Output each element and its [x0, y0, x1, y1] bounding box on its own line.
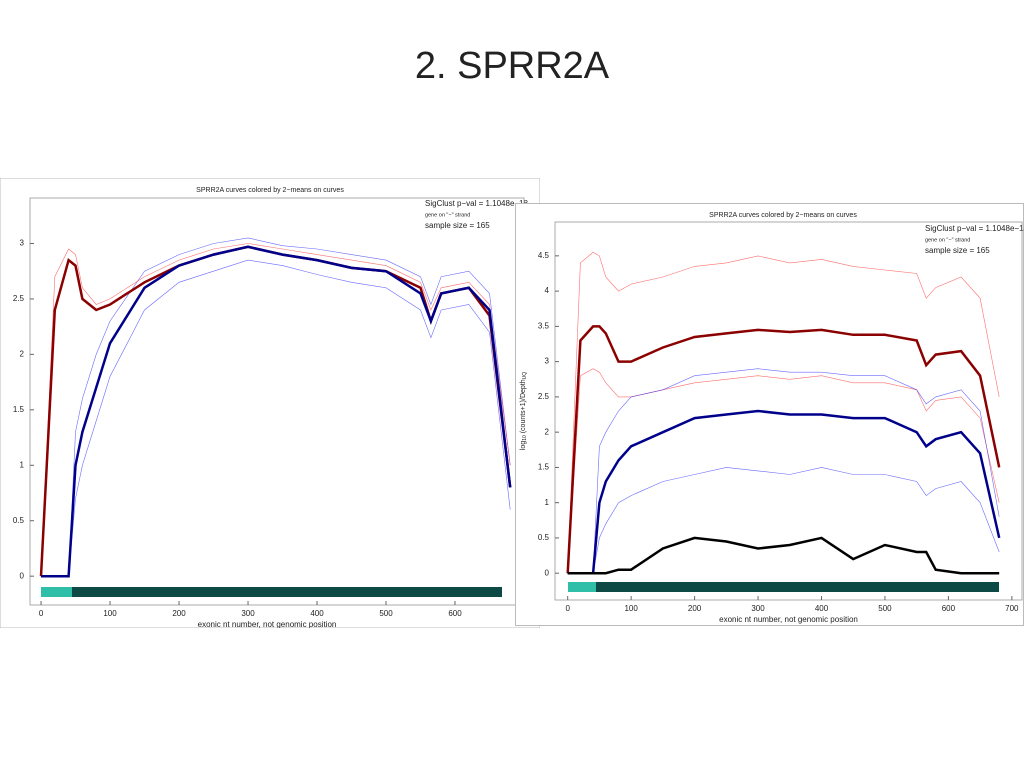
x-tick-label: 300 [241, 609, 255, 618]
panel [516, 204, 1024, 626]
x-axis-label: exonic nt number, not genomic position [719, 615, 858, 624]
y-label-sub: UQ [522, 372, 528, 380]
chart-title: SPRR2A curves colored by 2−means on curv… [196, 187, 344, 194]
panel [0, 178, 540, 628]
x-tick-label: 200 [172, 609, 186, 618]
y-tick-label: 1 [20, 460, 25, 469]
y-tick-label: 4.5 [538, 251, 550, 260]
x-tick-label: 400 [310, 609, 324, 618]
y-tick-label: 0.5 [538, 533, 550, 542]
y-tick-label: 2 [545, 427, 550, 436]
x-tick-label: 600 [942, 604, 956, 613]
y-tick-label: 1.5 [538, 463, 550, 472]
annotation: SigClust p−val = 1.1048e−18 [425, 199, 529, 208]
x-tick-label: 200 [688, 604, 702, 613]
x-tick-label: 400 [815, 604, 829, 613]
y-tick-label: 1.5 [13, 405, 25, 414]
right-figure: SPRR2A curves colored by 2−means on curv… [516, 204, 1024, 626]
annotation: sample size = 165 [425, 221, 490, 230]
annotation: gene on "−" strand [425, 212, 470, 218]
x-tick-label: 500 [379, 609, 393, 618]
x-tick-label: 600 [448, 609, 462, 618]
slide-title: 2. SPRR2A [415, 45, 610, 87]
exon-bar [568, 582, 596, 592]
y-tick-label: 3 [20, 239, 25, 248]
x-tick-label: 0 [39, 609, 44, 618]
y-tick-label: 3.5 [538, 321, 550, 330]
y-tick-label: 4 [545, 286, 550, 295]
x-tick-label: 100 [103, 609, 117, 618]
y-tick-label: 2.5 [13, 294, 25, 303]
y-tick-label: 0.5 [13, 516, 25, 525]
chart-title: SPRR2A curves colored by 2−means on curv… [709, 212, 857, 219]
exon-bar [72, 587, 502, 597]
x-tick-label: 0 [565, 604, 570, 613]
y-label-part: log [520, 441, 527, 450]
y-tick-label: 2 [20, 349, 25, 358]
y-tick-label: 2.5 [538, 392, 550, 401]
annotation: sample size = 165 [925, 246, 990, 255]
annotation: gene on "−" strand [925, 237, 970, 243]
x-tick-label: 300 [751, 604, 765, 613]
y-label-part: (counts+1)/Depth [520, 379, 527, 435]
exon-bar [41, 587, 72, 597]
exon-bar [596, 582, 999, 592]
x-tick-label: 500 [878, 604, 892, 613]
annotation: SigClust p−val = 1.1048e−18 [925, 224, 1024, 233]
y-tick-label: 0 [545, 568, 550, 577]
x-tick-label: 700 [1005, 604, 1019, 613]
left-figure: SPRR2A curves colored by 2−means on curv… [0, 178, 540, 629]
x-axis-label: exonic nt number, not genomic position [198, 620, 337, 629]
y-tick-label: 3 [545, 357, 550, 366]
y-tick-label: 0 [20, 571, 25, 580]
x-tick-label: 100 [624, 604, 638, 613]
y-tick-label: 1 [545, 498, 550, 507]
